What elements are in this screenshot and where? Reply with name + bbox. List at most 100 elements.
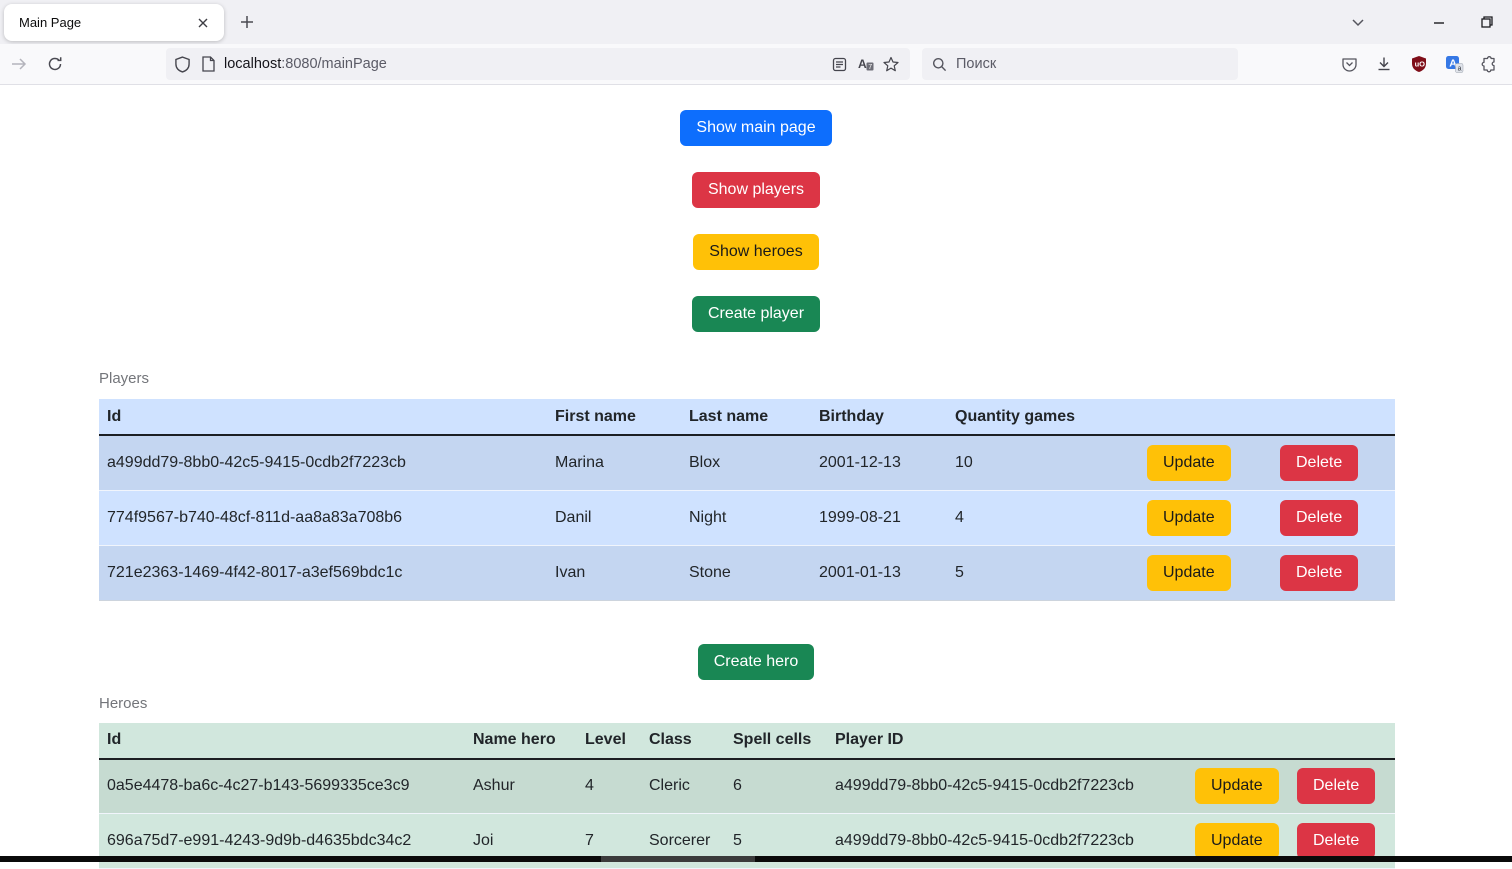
update-player-button[interactable]: Update xyxy=(1147,445,1231,481)
player-quantity-games: 5 xyxy=(947,545,1139,600)
plus-icon xyxy=(240,15,254,29)
update-hero-button[interactable]: Update xyxy=(1195,823,1279,859)
players-section-label: Players xyxy=(99,370,1395,387)
navigation-bar: localhost:8080/mainPage A 7 xyxy=(0,44,1512,85)
player-row: 774f9567-b740-48cf-811d-aa8a83a708b6 Dan… xyxy=(99,490,1395,545)
bookmark-star-button[interactable] xyxy=(878,51,904,77)
heroes-section: Heroes Id Name hero Level Class Spell ce… xyxy=(99,695,1395,869)
players-header-first-name: First name xyxy=(547,399,681,435)
tab-close-button[interactable] xyxy=(190,10,216,36)
tab-bar: Main Page xyxy=(0,0,1512,44)
reader-view-icon xyxy=(832,57,847,72)
player-last-name: Night xyxy=(681,490,811,545)
nav-button-stack: Show main page Show players Show heroes … xyxy=(0,110,1512,332)
delete-player-button[interactable]: Delete xyxy=(1280,445,1358,481)
player-first-name: Ivan xyxy=(547,545,681,600)
svg-text:A: A xyxy=(858,57,867,71)
pocket-icon xyxy=(1341,56,1358,73)
delete-player-button[interactable]: Delete xyxy=(1280,500,1358,536)
player-row: 721e2363-1469-4f42-8017-a3ef569bdc1c Iva… xyxy=(99,545,1395,600)
url-host: localhost xyxy=(224,56,281,72)
player-birthday: 1999-08-21 xyxy=(811,490,947,545)
players-header-update-spacer xyxy=(1139,399,1272,435)
star-icon xyxy=(883,56,899,72)
heroes-header-row: Id Name hero Level Class Spell cells Pla… xyxy=(99,723,1395,759)
show-players-button[interactable]: Show players xyxy=(692,172,820,208)
adblock-extension-button[interactable]: uO xyxy=(1406,51,1432,77)
player-id: 721e2363-1469-4f42-8017-a3ef569bdc1c xyxy=(99,545,547,600)
players-section: Players Id First name Last name Birthday… xyxy=(99,370,1395,601)
heroes-header-class: Class xyxy=(641,723,725,759)
url-text[interactable]: localhost:8080/mainPage xyxy=(224,56,826,72)
create-player-button[interactable]: Create player xyxy=(692,296,820,332)
player-first-name: Danil xyxy=(547,490,681,545)
downloads-button[interactable] xyxy=(1371,51,1397,77)
address-bar[interactable]: localhost:8080/mainPage A 7 xyxy=(166,48,910,80)
delete-player-button[interactable]: Delete xyxy=(1280,555,1358,591)
heroes-header-spell-cells: Spell cells xyxy=(725,723,827,759)
site-info-icon[interactable] xyxy=(201,56,216,72)
forward-button[interactable] xyxy=(6,51,32,77)
player-first-name: Marina xyxy=(547,435,681,490)
update-player-button[interactable]: Update xyxy=(1147,555,1231,591)
players-header-birthday: Birthday xyxy=(811,399,947,435)
reload-icon xyxy=(47,56,63,72)
reader-view-button[interactable] xyxy=(826,51,852,77)
heroes-header-player-id: Player ID xyxy=(827,723,1187,759)
show-main-page-button[interactable]: Show main page xyxy=(680,110,831,146)
heroes-header-level: Level xyxy=(577,723,641,759)
search-icon xyxy=(932,57,947,72)
player-row: a499dd79-8bb0-42c5-9415-0cdb2f7223cb Mar… xyxy=(99,435,1395,490)
search-input[interactable] xyxy=(956,56,1216,72)
hero-spell-cells: 6 xyxy=(725,759,827,814)
players-header-id: Id xyxy=(99,399,547,435)
update-hero-button[interactable]: Update xyxy=(1195,768,1279,804)
delete-hero-button[interactable]: Delete xyxy=(1297,823,1375,859)
hero-row: 0a5e4478-ba6c-4c27-b143-5699335ce3c9 Ash… xyxy=(99,759,1395,814)
screen-bottom-edge xyxy=(0,856,1512,862)
minimize-icon xyxy=(1432,15,1446,29)
svg-text:a: a xyxy=(1457,65,1461,72)
player-last-name: Blox xyxy=(681,435,811,490)
pocket-button[interactable] xyxy=(1336,51,1362,77)
list-all-tabs-button[interactable] xyxy=(1345,9,1371,35)
extensions-button[interactable] xyxy=(1476,51,1502,77)
search-bar[interactable] xyxy=(922,48,1238,80)
players-header-last-name: Last name xyxy=(681,399,811,435)
hero-id: 0a5e4478-ba6c-4c27-b143-5699335ce3c9 xyxy=(99,759,465,814)
chevron-down-icon xyxy=(1351,15,1365,29)
hero-class: Cleric xyxy=(641,759,725,814)
shield-icon[interactable] xyxy=(174,56,191,73)
forward-arrow-icon xyxy=(11,56,27,72)
player-last-name: Stone xyxy=(681,545,811,600)
puzzle-piece-icon xyxy=(1481,56,1498,73)
reload-button[interactable] xyxy=(42,51,68,77)
player-birthday: 2001-12-13 xyxy=(811,435,947,490)
players-table: Id First name Last name Birthday Quantit… xyxy=(99,399,1395,601)
player-id: a499dd79-8bb0-42c5-9415-0cdb2f7223cb xyxy=(99,435,547,490)
create-hero-button[interactable]: Create hero xyxy=(698,644,815,680)
player-quantity-games: 4 xyxy=(947,490,1139,545)
translate-page-button[interactable]: A 7 xyxy=(852,51,878,77)
new-tab-button[interactable] xyxy=(234,9,260,35)
svg-text:uO: uO xyxy=(1415,60,1426,69)
svg-text:7: 7 xyxy=(868,64,872,71)
heroes-header-id: Id xyxy=(99,723,465,759)
translate-icon: A 7 xyxy=(857,56,874,72)
hero-level: 4 xyxy=(577,759,641,814)
tab-main-page[interactable]: Main Page xyxy=(4,4,224,41)
window-restore-button[interactable] xyxy=(1474,9,1500,35)
players-header-quantity-games: Quantity games xyxy=(947,399,1139,435)
window-minimize-button[interactable] xyxy=(1426,9,1452,35)
heroes-header-update-spacer xyxy=(1187,723,1289,759)
hero-name: Ashur xyxy=(465,759,577,814)
delete-hero-button[interactable]: Delete xyxy=(1297,768,1375,804)
show-heroes-button[interactable]: Show heroes xyxy=(693,234,818,270)
heroes-header-name-hero: Name hero xyxy=(465,723,577,759)
player-quantity-games: 10 xyxy=(947,435,1139,490)
hero-player-id: a499dd79-8bb0-42c5-9415-0cdb2f7223cb xyxy=(827,759,1187,814)
update-player-button[interactable]: Update xyxy=(1147,500,1231,536)
